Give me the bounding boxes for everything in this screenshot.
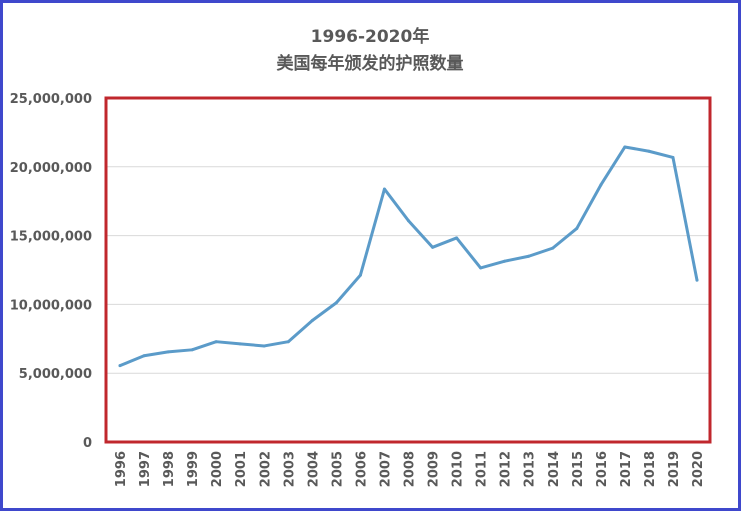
x-tick-label: 2012 <box>499 451 514 487</box>
data-point <box>695 278 699 282</box>
y-tick-label: 25,000,000 <box>10 92 92 107</box>
series-layer <box>118 145 699 368</box>
x-tick-label: 2008 <box>403 451 418 487</box>
data-point <box>551 246 555 250</box>
y-tick-label: 20,000,000 <box>10 161 92 176</box>
x-tick-label: 2018 <box>643 451 658 487</box>
data-point <box>142 354 146 358</box>
data-point <box>358 273 362 277</box>
gridlines <box>106 166 710 374</box>
x-tick-label: 2004 <box>306 451 321 487</box>
data-point <box>599 183 603 187</box>
x-tick-label: 2015 <box>571 451 586 487</box>
y-tick-label: 15,000,000 <box>10 230 92 245</box>
data-point <box>647 149 651 153</box>
data-point <box>671 155 675 159</box>
data-point <box>479 266 483 270</box>
x-tick-label: 2006 <box>354 451 369 487</box>
plot-area-border <box>104 96 712 444</box>
x-tick-label: 2009 <box>427 451 442 487</box>
x-tick-label: 2013 <box>523 451 538 487</box>
data-point <box>190 348 194 352</box>
x-tick-label: 2003 <box>282 451 297 487</box>
x-tick-label: 2001 <box>234 451 249 487</box>
x-tick-label: 1998 <box>162 451 177 487</box>
x-tick-label: 2002 <box>258 451 273 487</box>
data-point <box>575 226 579 230</box>
data-point <box>118 364 122 368</box>
data-point <box>503 259 507 263</box>
x-tick-label: 2017 <box>619 451 634 487</box>
y-tick-label: 0 <box>83 436 92 451</box>
data-point <box>262 344 266 348</box>
data-point <box>286 340 290 344</box>
y-tick-label: 5,000,000 <box>19 367 92 382</box>
y-axis-tick-labels: 0 5,000,000 10,000,000 15,000,000 20,000,000… <box>10 92 92 451</box>
data-point <box>527 254 531 258</box>
data-point <box>214 340 218 344</box>
x-tick-label: 2020 <box>691 451 706 487</box>
x-tick-label: 1999 <box>186 451 201 487</box>
x-tick-label: 2000 <box>210 451 225 487</box>
x-tick-label: 2011 <box>475 451 490 487</box>
chart-subtitle: 美国每年颁发的护照数量 <box>277 53 464 74</box>
data-point <box>407 219 410 223</box>
x-tick-label: 2016 <box>595 451 610 487</box>
data-point <box>334 301 338 305</box>
data-point <box>431 245 435 249</box>
chart-title: 1996-2020年 <box>311 26 430 47</box>
data-point <box>382 187 386 191</box>
x-tick-label: 2010 <box>451 451 466 487</box>
data-point <box>310 318 314 322</box>
y-tick-label: 10,000,000 <box>10 298 92 313</box>
x-tick-label: 2014 <box>547 451 562 487</box>
x-tick-label: 1997 <box>138 451 153 487</box>
x-tick-label: 2019 <box>667 451 682 487</box>
data-point <box>623 145 627 149</box>
data-point <box>238 342 242 346</box>
x-tick-label: 1996 <box>114 451 129 487</box>
x-axis-tick-labels: 1996 1997 1998 1999 2000 2001 2002 2003 2004 2005… <box>114 451 706 487</box>
data-point <box>166 350 170 354</box>
data-point <box>455 236 459 240</box>
x-tick-label: 2005 <box>330 451 345 487</box>
x-tick-label: 2007 <box>378 451 393 487</box>
